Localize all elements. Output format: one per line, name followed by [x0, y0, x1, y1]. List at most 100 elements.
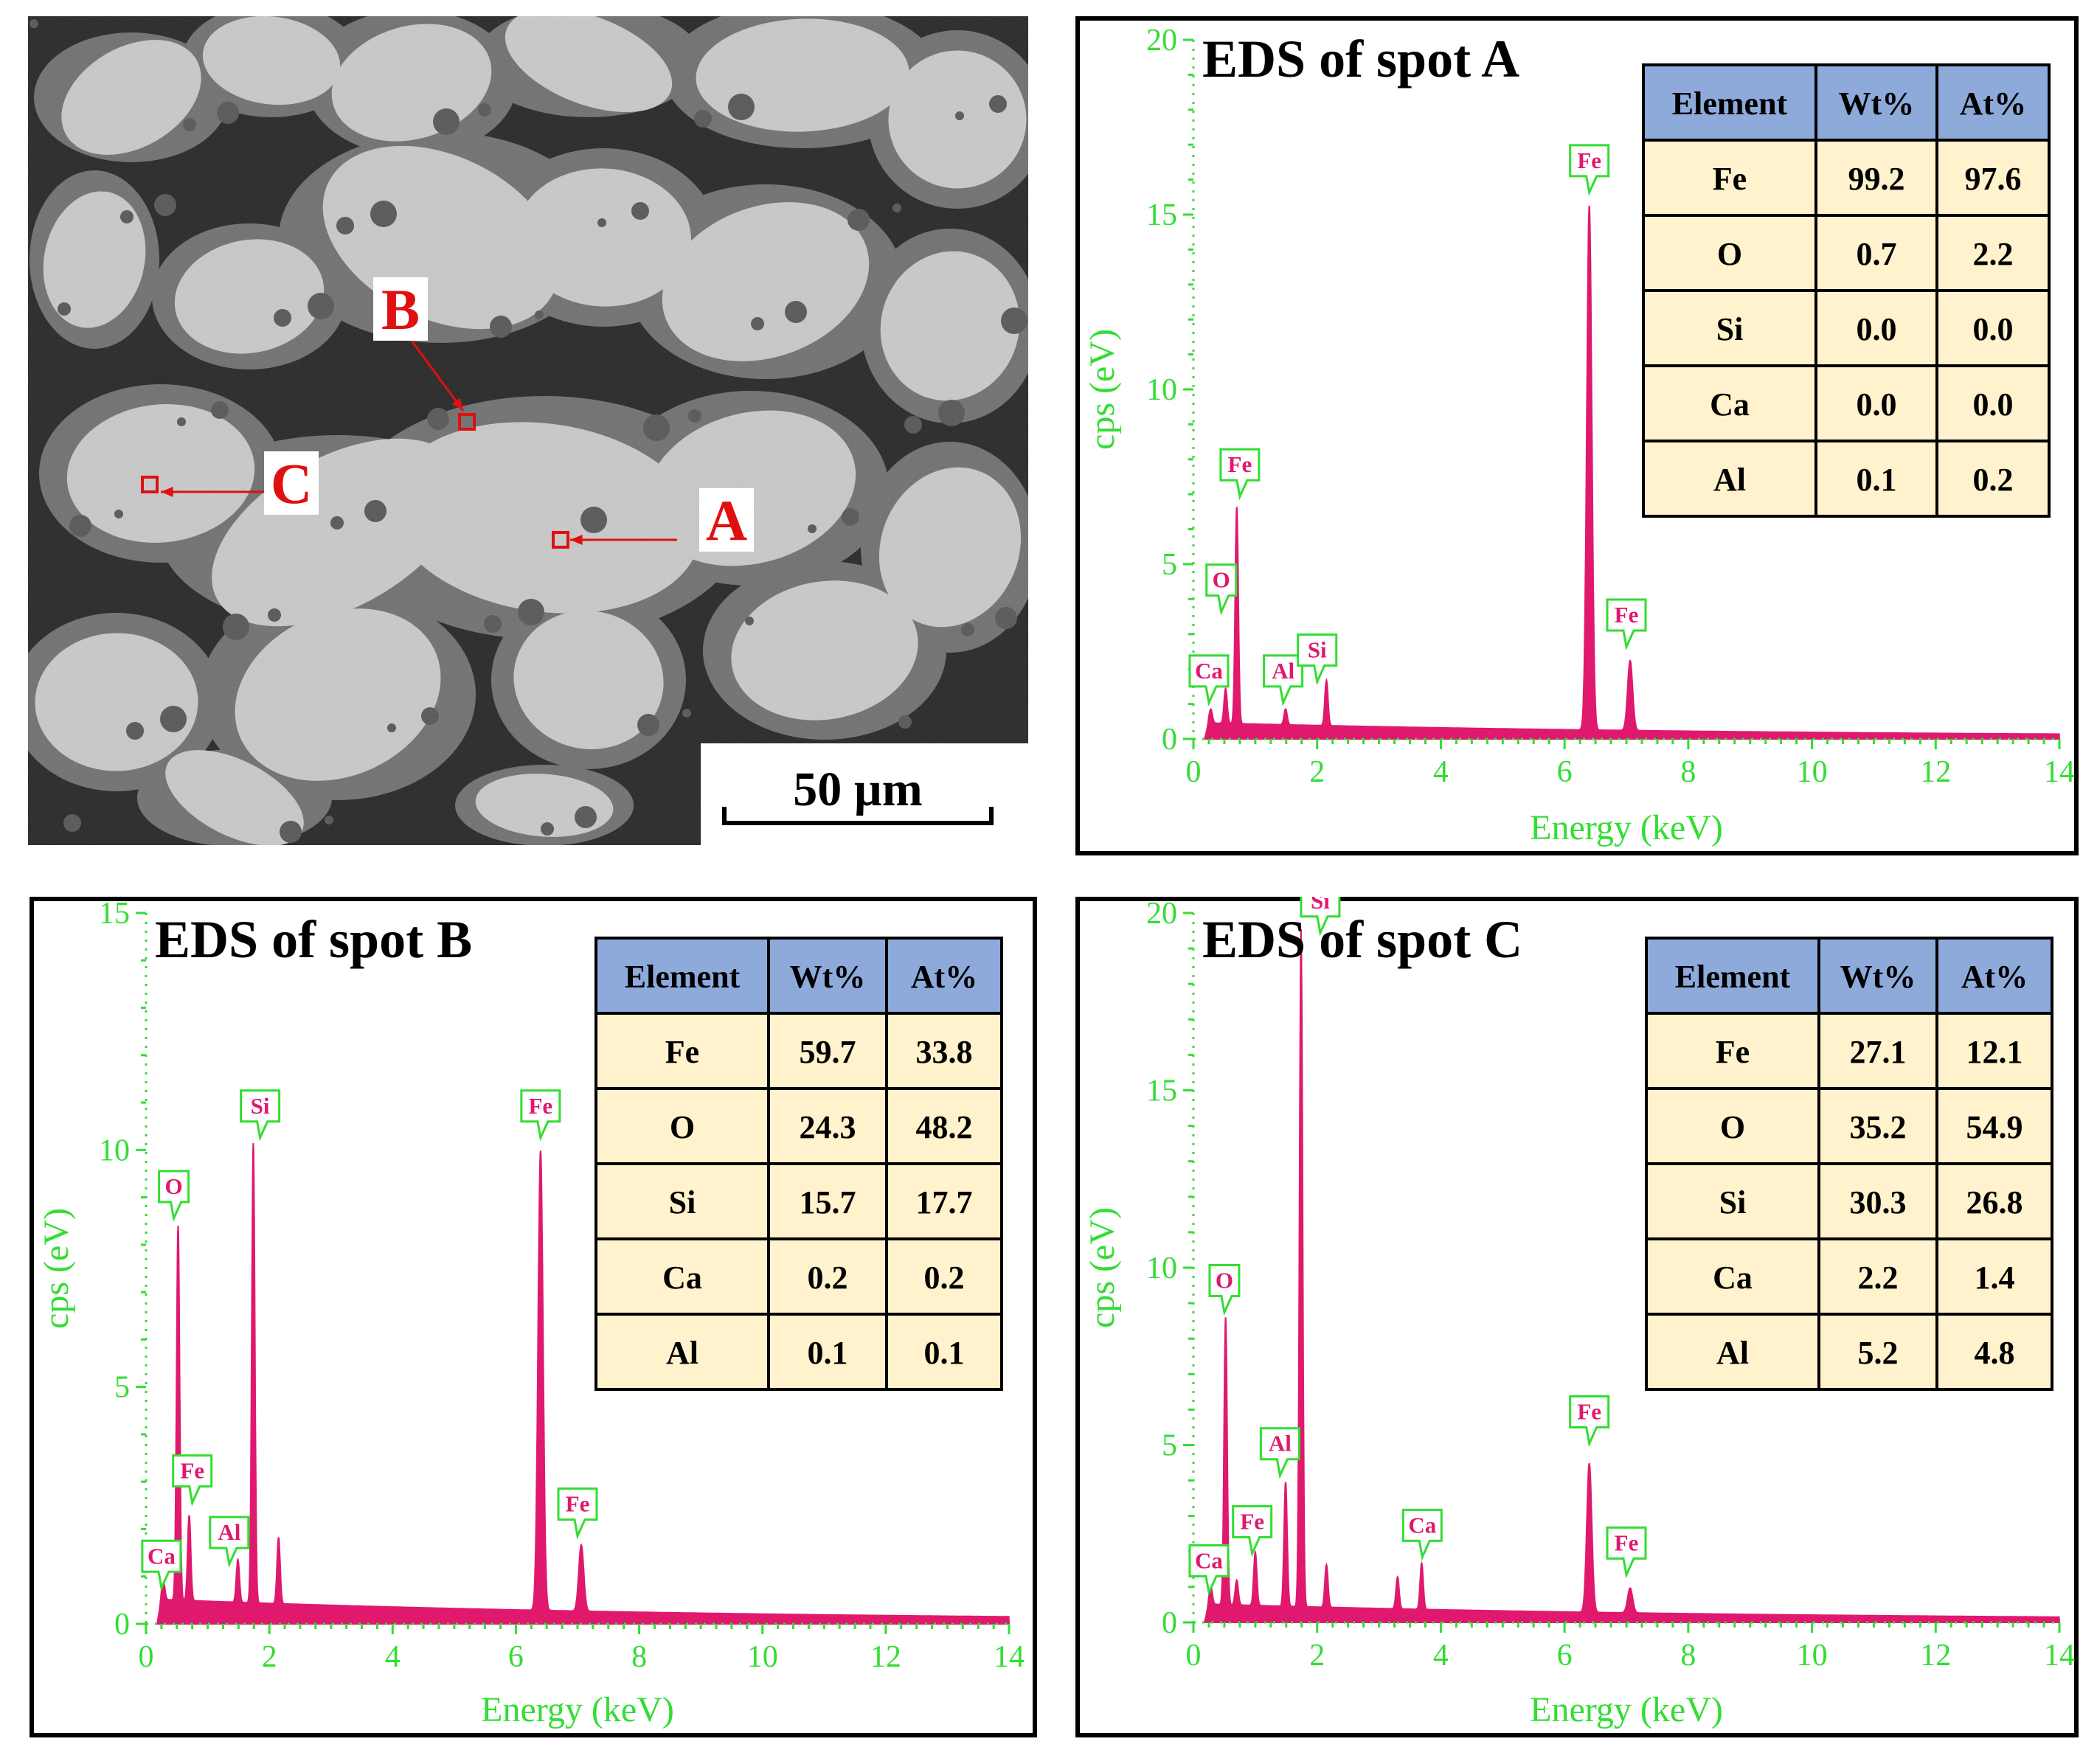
chart-title: EDS of spot C — [1202, 910, 1522, 969]
table-cell-value: 0.7 — [1857, 236, 1897, 272]
table-cell — [767, 1012, 888, 1090]
table-cell-value: 1.4 — [1975, 1260, 2015, 1296]
peak-callout — [1569, 1395, 1610, 1448]
table-cell-value: 2.2 — [1858, 1260, 1899, 1296]
sem-noise — [28, 16, 1028, 845]
table-cell — [1935, 1237, 2053, 1316]
peak-callout — [141, 1539, 182, 1592]
peak-label: Fe — [1577, 1398, 1601, 1424]
y-tick-label: 5 — [1162, 548, 1177, 582]
y-tick-label: 10 — [1146, 373, 1177, 407]
table-cell — [1935, 289, 2051, 367]
y-axis-label: cps (eV) — [1083, 329, 1122, 450]
table-cell — [767, 1087, 888, 1165]
x-tick-label: 14 — [2044, 755, 2075, 789]
spot-marker-arrowhead — [161, 486, 173, 498]
x-axis-label: Energy (keV) — [1530, 1690, 1723, 1729]
peak-label: Fe — [1577, 147, 1601, 173]
table-cell-value: 0.0 — [1973, 311, 2014, 347]
y-tick-label: 10 — [1146, 1251, 1177, 1285]
spot-label-box — [264, 451, 319, 515]
table-cell — [885, 1237, 1003, 1316]
peak-callout — [1606, 1526, 1647, 1579]
scale-bar-box — [701, 743, 1028, 845]
peak-callout — [158, 1170, 190, 1223]
x-tick-label: 0 — [139, 1640, 154, 1674]
spot-marker-arrowhead — [451, 397, 463, 411]
y-tick-label: 0 — [1162, 1606, 1177, 1640]
x-tick-label: 8 — [1680, 755, 1696, 789]
x-tick-label: 6 — [508, 1640, 524, 1674]
x-tick-label: 0 — [1186, 755, 1202, 789]
y-axis-label: cps (eV) — [37, 1208, 76, 1329]
table-header-cell — [1814, 63, 1938, 142]
peak-label: Fe — [1240, 1509, 1264, 1535]
peak-callout — [1232, 1505, 1273, 1558]
y-tick-label: 15 — [99, 897, 130, 931]
table-cell-value: 5.2 — [1858, 1335, 1899, 1371]
table-header-label: Wt% — [1840, 959, 1916, 995]
table-cell-value: Al — [1716, 1335, 1749, 1371]
peak-label: Fe — [566, 1491, 590, 1517]
peak-callout — [1219, 448, 1261, 501]
peak-label: O — [1216, 1267, 1233, 1293]
peak-callout — [172, 1454, 213, 1507]
table-cell — [1642, 440, 1817, 518]
table-header-cell — [595, 937, 770, 1015]
table-cell-value: 30.3 — [1850, 1184, 1907, 1220]
spot-label: B — [381, 277, 420, 341]
table-cell-value: 48.2 — [916, 1109, 973, 1145]
table-cell-value: 54.9 — [1966, 1109, 2023, 1145]
table-cell-value: 0.0 — [1857, 386, 1897, 423]
peak-callout — [1569, 144, 1610, 196]
eds-panel-spot-b: 0 5 10 15 0 2 4 6 8 10 12 14 Energy (keV) cps (eV) Ca O… — [30, 897, 1037, 1737]
table-header-cell — [1645, 937, 1820, 1015]
table-header-cell — [1642, 63, 1817, 142]
eds-chart-spot-b: 0 5 10 15 0 2 4 6 8 10 12 14 Energy (keV) cps (eV) Ca O… — [30, 897, 1037, 1737]
x-tick-label: 10 — [1797, 755, 1828, 789]
table-cell-value: Si — [1716, 311, 1744, 347]
peak-callout — [1401, 1508, 1443, 1561]
x-tick-label: 0 — [1186, 1639, 1202, 1673]
peak-label: Al — [1272, 658, 1294, 684]
y-tick-label: 10 — [99, 1133, 130, 1167]
table-cell — [1935, 1313, 2053, 1391]
y-tick-label: 15 — [1146, 198, 1177, 232]
x-tick-label: 4 — [1433, 755, 1449, 789]
peak-label: O — [1213, 567, 1230, 593]
table-cell-value: 2.2 — [1973, 236, 2014, 272]
peak-label: O — [165, 1173, 183, 1199]
table-cell — [767, 1162, 888, 1240]
table-cell-value: 0.0 — [1857, 311, 1897, 347]
table-cell-value: 0.2 — [808, 1260, 848, 1296]
table-cell — [595, 1237, 770, 1316]
peak-label: Fe — [529, 1093, 553, 1119]
table-header-label: Wt% — [1839, 86, 1915, 122]
peak-label: Si — [1308, 636, 1327, 662]
table-header-label: At% — [1960, 86, 2026, 122]
table-cell — [1935, 1162, 2053, 1240]
peak-callout — [557, 1487, 598, 1540]
x-tick-label: 14 — [994, 1640, 1025, 1674]
spot-marker-box — [552, 531, 569, 549]
peak-label: Ca — [1195, 1547, 1223, 1573]
table-cell — [885, 1313, 1003, 1391]
y-tick-label: 0 — [114, 1608, 130, 1642]
table-header-cell — [1935, 63, 2051, 142]
peak-callout — [209, 1515, 250, 1569]
table-cell — [1642, 289, 1817, 367]
peak-label: Al — [218, 1519, 240, 1545]
table-cell-value: Fe — [1713, 161, 1747, 197]
table-cell-value: 0.2 — [924, 1260, 965, 1296]
table-cell — [1814, 214, 1938, 292]
table-cell-value: 35.2 — [1850, 1109, 1907, 1145]
table-header-label: Element — [625, 959, 741, 995]
table-cell-value: Ca — [1710, 386, 1750, 423]
eds-panel-spot-a: 0 5 10 15 20 0 2 4 6 8 10 12 14 Energy (keV) cps (eV) C… — [1075, 16, 2079, 855]
peak-callout — [1208, 1263, 1241, 1316]
y-tick-label: 5 — [114, 1371, 130, 1405]
peak-label: Ca — [1195, 658, 1223, 684]
spot-label-box — [699, 488, 754, 552]
table-cell-value: 97.6 — [1965, 161, 2022, 197]
table-cell-value: Al — [666, 1335, 699, 1371]
